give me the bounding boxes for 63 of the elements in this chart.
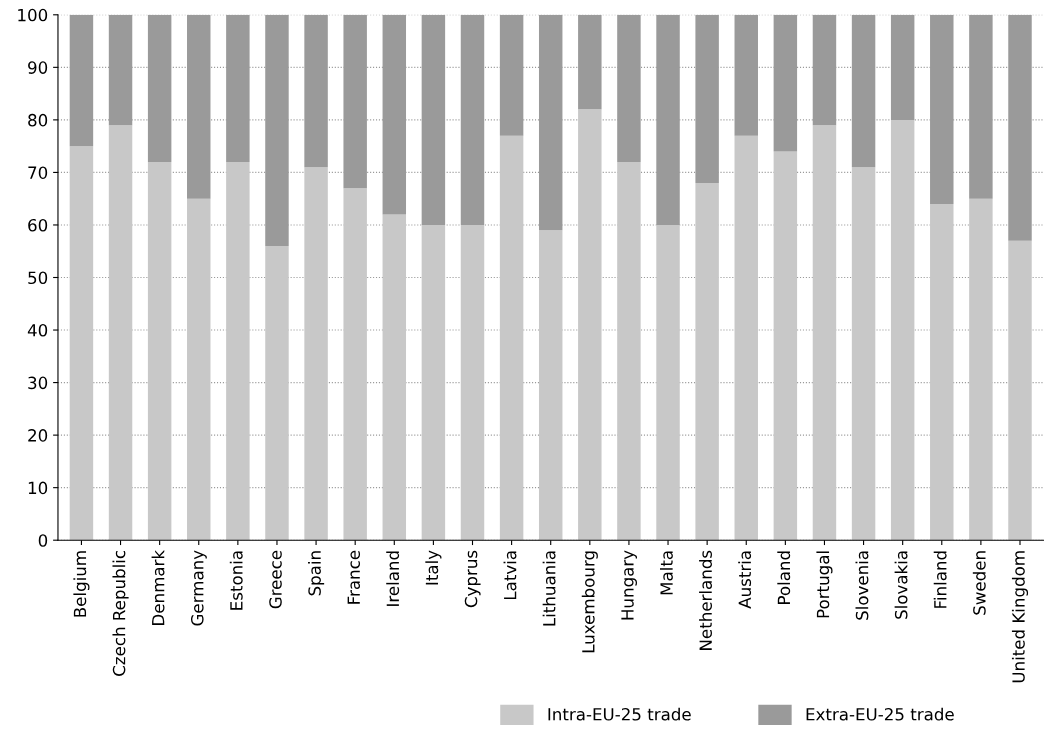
bar <box>890 119 915 541</box>
y-tick-label: 40 <box>27 324 48 337</box>
bar <box>773 151 798 541</box>
x-tick-label: Poland <box>777 551 791 604</box>
y-tick-label: 100 <box>18 8 48 22</box>
bar <box>930 203 954 541</box>
bar <box>343 188 367 541</box>
bar <box>304 167 328 541</box>
bar <box>851 167 876 541</box>
bar <box>617 161 641 541</box>
bar <box>656 224 680 541</box>
x-tick-label: Belgium <box>73 551 90 617</box>
legend-label: Intra-EU-25 trade <box>548 707 691 721</box>
bar <box>265 245 289 541</box>
x-tick-label: Estonia <box>229 551 243 610</box>
x-tick-label: Austria <box>738 551 752 609</box>
bar <box>499 135 524 541</box>
x-tick-label: France <box>347 550 361 604</box>
bar <box>108 125 133 541</box>
x-tick-label: Lithuania <box>542 551 556 626</box>
y-tick-label: 60 <box>28 218 48 232</box>
x-tick-label: Latvia <box>503 551 517 600</box>
bar <box>421 224 446 541</box>
bar <box>226 161 250 541</box>
bar <box>460 224 485 541</box>
x-tick-label: Slovakia <box>894 551 908 619</box>
x-tick-label: Spain <box>308 551 325 596</box>
x-tick-label: Denmark <box>151 549 165 625</box>
y-tick-label: 50 <box>28 271 48 285</box>
bar <box>382 214 407 541</box>
y-tick-label: 20 <box>28 429 48 442</box>
x-tick-label: Hungary <box>621 550 637 620</box>
x-tick-label: Cyprus <box>464 550 481 608</box>
x-tick-label: Netherlands <box>699 550 712 650</box>
bar <box>1008 240 1032 541</box>
bar <box>69 146 94 541</box>
bar <box>187 198 211 541</box>
y-tick-label: 10 <box>28 481 48 495</box>
x-tick-label: Sweden <box>972 551 986 615</box>
y-tick-label: 0 <box>38 534 48 547</box>
bar <box>969 198 993 541</box>
y-tick-label: 70 <box>28 166 48 179</box>
bar <box>695 182 719 541</box>
x-tick-label: Finland <box>933 551 947 608</box>
bar <box>812 125 837 541</box>
x-tick-label: Greece <box>269 550 282 609</box>
bar <box>538 230 563 541</box>
bar <box>734 135 758 541</box>
bar <box>578 109 602 541</box>
x-tick-label: Germany <box>190 550 207 626</box>
x-tick-label: Portugal <box>816 551 833 618</box>
legend-label: Extra-EU-25 trade <box>806 707 954 721</box>
x-tick-label: Slovenia <box>855 551 869 620</box>
y-tick-label: 30 <box>28 376 48 390</box>
x-tick-label: Malta <box>659 551 673 595</box>
x-tick-label: Ireland <box>386 551 400 606</box>
x-tick-label: Luxembourg <box>581 551 598 653</box>
x-tick-label: Italy <box>425 550 442 585</box>
y-tick-label: 80 <box>28 113 48 127</box>
bar <box>147 161 172 541</box>
x-tick-label: Czech Republic <box>112 550 129 676</box>
y-tick-label: 90 <box>28 61 48 74</box>
x-tick-label: United Kingdom <box>1011 551 1029 683</box>
